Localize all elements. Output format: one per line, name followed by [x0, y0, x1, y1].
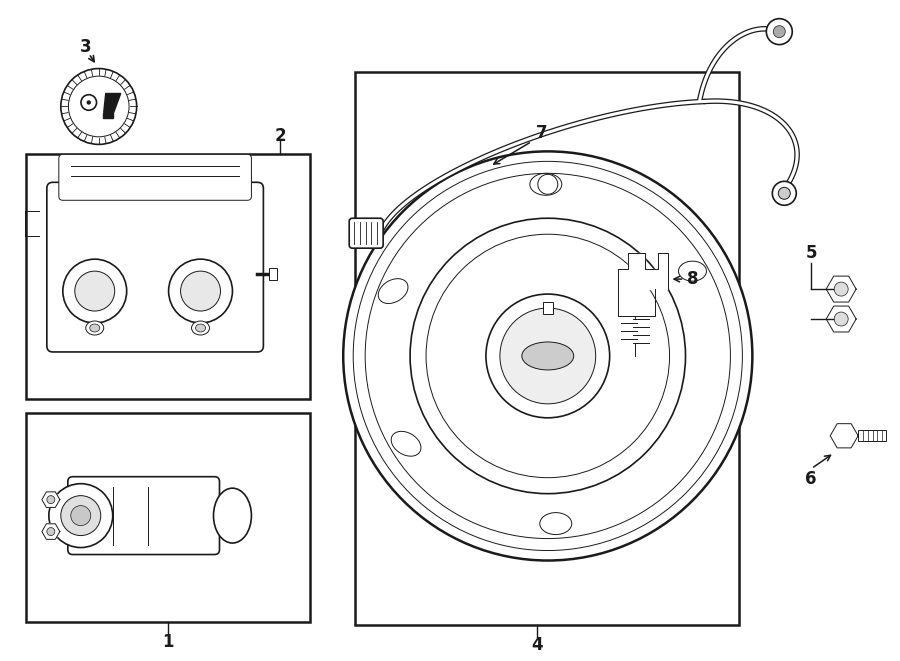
- Ellipse shape: [679, 261, 706, 281]
- Circle shape: [75, 271, 114, 311]
- Bar: [103, 113, 112, 118]
- Circle shape: [47, 527, 55, 535]
- Circle shape: [410, 218, 686, 494]
- Polygon shape: [826, 306, 856, 332]
- Polygon shape: [826, 276, 856, 302]
- FancyBboxPatch shape: [47, 182, 264, 352]
- Text: 2: 2: [274, 128, 286, 145]
- Circle shape: [168, 259, 232, 323]
- Text: 3: 3: [80, 38, 92, 56]
- FancyBboxPatch shape: [68, 477, 220, 555]
- Circle shape: [86, 100, 91, 104]
- Ellipse shape: [540, 513, 572, 535]
- Polygon shape: [104, 93, 121, 112]
- FancyBboxPatch shape: [349, 218, 383, 248]
- Ellipse shape: [530, 173, 562, 195]
- Ellipse shape: [192, 321, 210, 335]
- Circle shape: [343, 151, 752, 561]
- Circle shape: [766, 19, 792, 44]
- Circle shape: [834, 282, 848, 296]
- FancyBboxPatch shape: [58, 155, 251, 200]
- Circle shape: [778, 187, 790, 199]
- Bar: [858, 430, 886, 442]
- Text: 4: 4: [532, 637, 543, 654]
- Polygon shape: [42, 492, 59, 508]
- Circle shape: [68, 76, 129, 137]
- Circle shape: [61, 69, 137, 144]
- Bar: [26, 413, 310, 623]
- Circle shape: [486, 294, 609, 418]
- Text: 6: 6: [806, 470, 817, 488]
- Circle shape: [773, 26, 786, 38]
- Circle shape: [181, 271, 220, 311]
- Circle shape: [426, 234, 670, 478]
- Ellipse shape: [378, 279, 408, 303]
- Circle shape: [63, 259, 127, 323]
- Ellipse shape: [90, 324, 100, 332]
- Bar: [26, 155, 310, 399]
- Ellipse shape: [392, 432, 421, 456]
- Circle shape: [47, 496, 55, 504]
- Ellipse shape: [213, 488, 251, 543]
- Ellipse shape: [86, 321, 104, 335]
- Bar: [356, 71, 740, 625]
- Polygon shape: [830, 424, 858, 448]
- Ellipse shape: [522, 342, 573, 370]
- Text: 8: 8: [688, 270, 699, 288]
- Text: 7: 7: [536, 124, 547, 142]
- Text: 1: 1: [162, 633, 174, 651]
- Polygon shape: [617, 253, 668, 289]
- Circle shape: [538, 175, 558, 194]
- Circle shape: [71, 506, 91, 525]
- Ellipse shape: [195, 324, 205, 332]
- Bar: [543, 302, 553, 314]
- Circle shape: [772, 181, 796, 206]
- Bar: [269, 268, 277, 280]
- Polygon shape: [42, 524, 59, 539]
- Circle shape: [49, 484, 112, 547]
- Text: 5: 5: [806, 244, 817, 262]
- Circle shape: [500, 308, 596, 404]
- Circle shape: [834, 312, 848, 326]
- Circle shape: [61, 496, 101, 535]
